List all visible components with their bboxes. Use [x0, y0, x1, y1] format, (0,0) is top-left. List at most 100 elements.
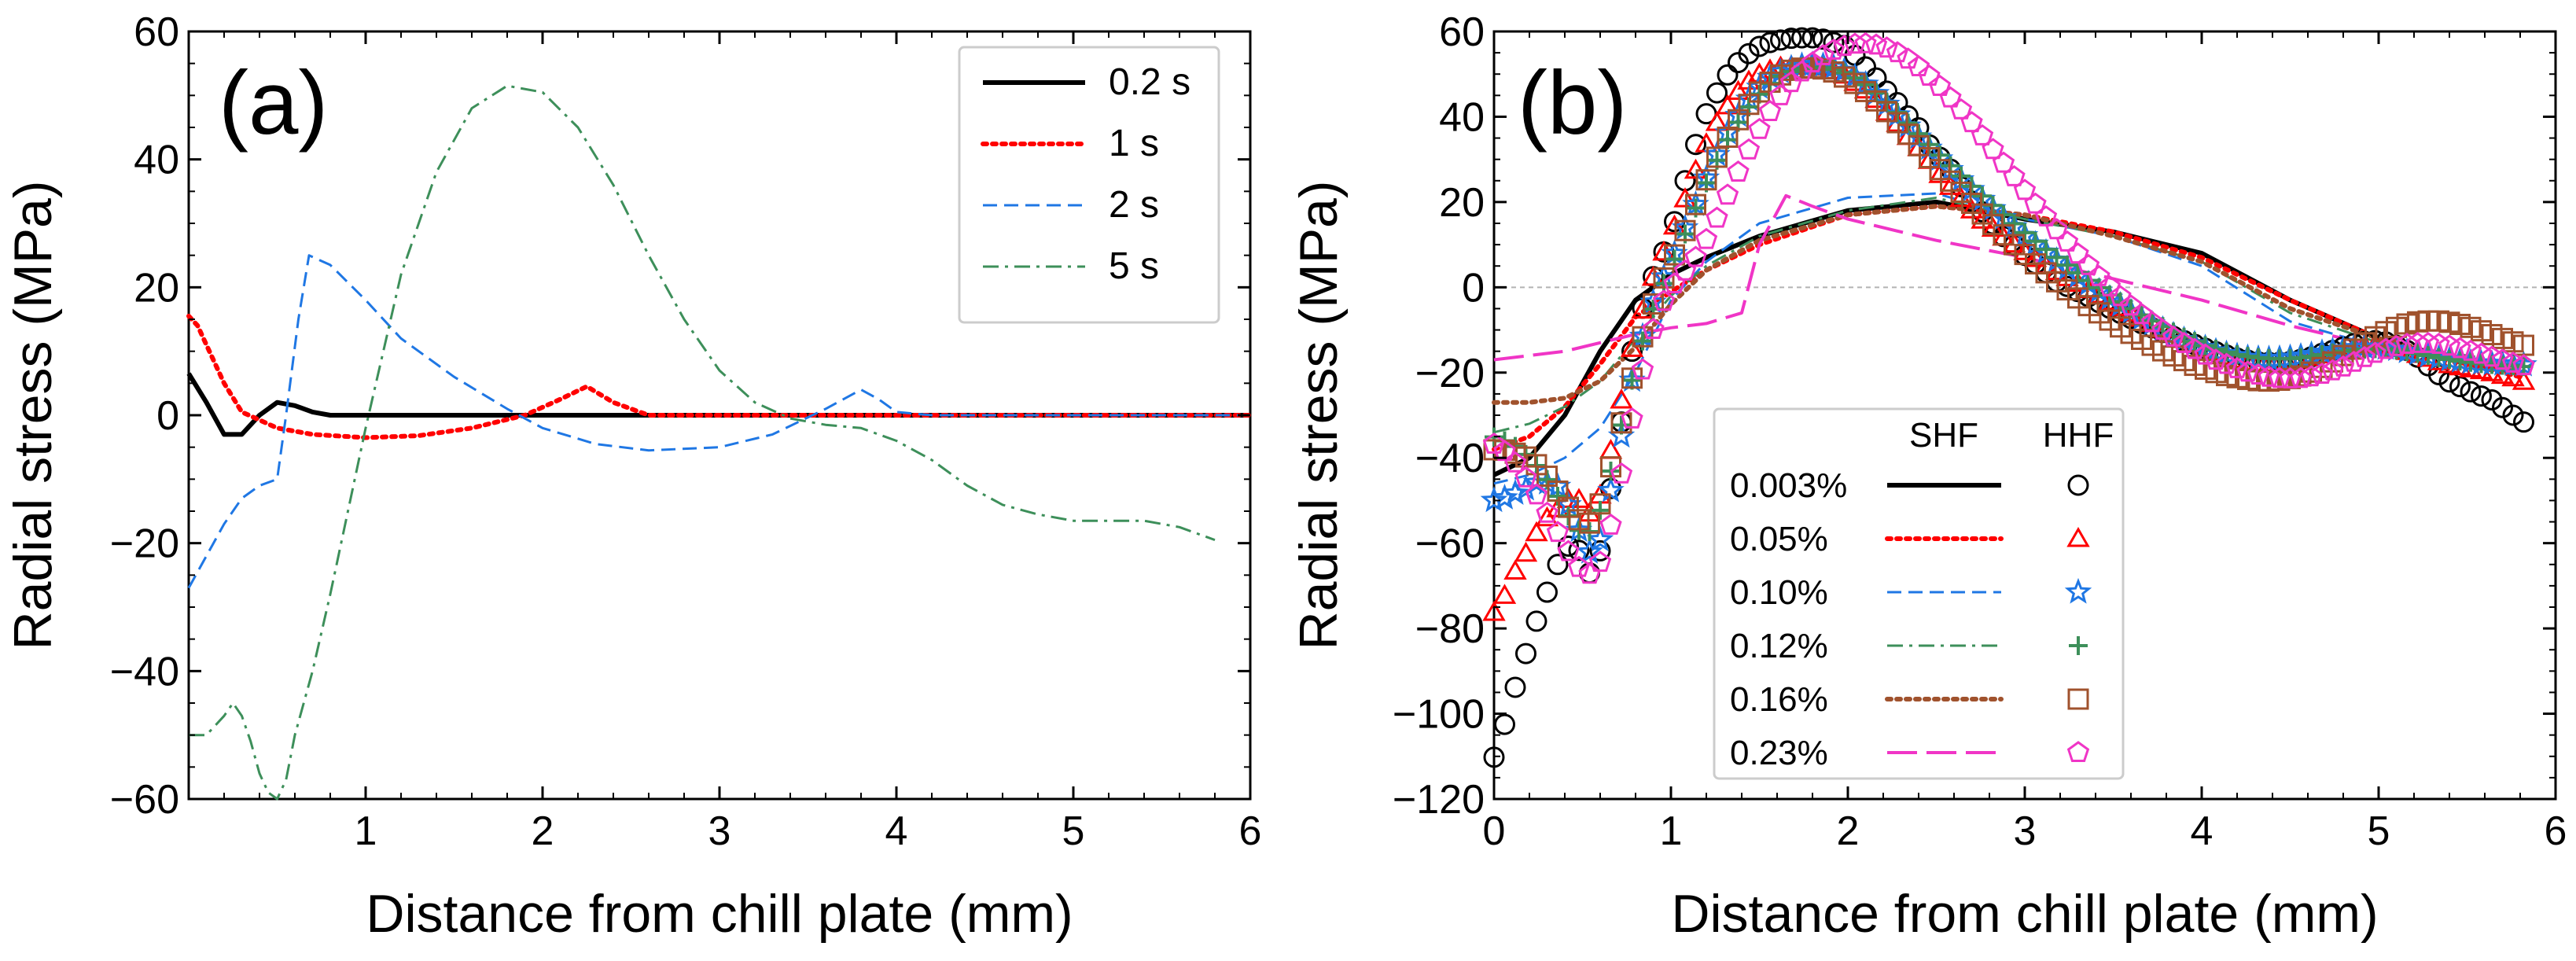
- hhf-marker-0.003%: [1791, 27, 1812, 49]
- hhf-marker-0.23%: [1748, 117, 1771, 139]
- hhf-marker-0.23%: [2395, 333, 2419, 354]
- legend-header-shf: SHF: [1909, 416, 1978, 455]
- hhf-marker-0.23%: [2268, 366, 2291, 388]
- legend-label-a: 0.2 s: [1109, 61, 1190, 103]
- hhf-marker-0.23%: [1822, 39, 1846, 60]
- hhf-marker-0.23%: [1642, 318, 1665, 339]
- hhf-marker-0.05%: [1482, 600, 1506, 621]
- hhf-marker-0.23%: [1588, 550, 1612, 573]
- hhf-marker-0.003%: [1558, 535, 1579, 557]
- hhf-marker-0.23%: [2279, 367, 2302, 388]
- x-tick-label-b: 2: [1837, 808, 1860, 854]
- hhf-marker-0.23%: [2501, 351, 2525, 373]
- legend-a: 0.2 s 1 s 2 s 5 s: [958, 46, 1220, 324]
- hhf-marker-0.003%: [2492, 396, 2513, 418]
- hhf-marker-0.23%: [1546, 521, 1570, 543]
- hhf-marker-0.23%: [1684, 245, 1707, 267]
- hhf-marker-0.16%: [1695, 169, 1717, 191]
- hhf-marker-0.16%: [1653, 267, 1675, 289]
- panel-a: −60 −40 −20 0 20 40 60 1 2 3 4 5 6 (a) Distance fro…: [3, 9, 1261, 944]
- hhf-marker-0.23%: [1801, 51, 1824, 73]
- hhf-marker-0.12%: [2429, 348, 2449, 367]
- y-ticks-a: −60 −40 −20 0 20 40 60: [110, 9, 1250, 823]
- x-tick-label-a: 4: [885, 808, 908, 854]
- hhf-marker-0.23%: [2353, 345, 2376, 367]
- hhf-marker-0.05%: [1492, 584, 1517, 604]
- hhf-marker-0.003%: [1759, 31, 1781, 53]
- x-tick-label-b: 0: [1483, 808, 1506, 854]
- hhf-marker-0.23%: [1971, 123, 1994, 145]
- hhf-marker-0.23%: [1992, 151, 2015, 173]
- hhf-marker-0.12%: [2386, 341, 2406, 360]
- hhf-marker-0.05%: [2512, 370, 2536, 390]
- hhf-marker-0.05%: [1620, 337, 1644, 357]
- hhf-marker-0.003%: [1706, 82, 1728, 104]
- series-lines-a: [186, 84, 1253, 801]
- hhf-marker-0.23%: [1514, 466, 1537, 488]
- hhf-marker-0.23%: [2109, 285, 2132, 307]
- hhf-marker-0.23%: [2427, 333, 2450, 354]
- hhf-marker-0.23%: [2088, 264, 2110, 286]
- hhf-marker-0.23%: [1482, 433, 1506, 454]
- hhf-marker-0.003%: [1525, 610, 1547, 632]
- x-tick-label-a: 6: [1239, 808, 1262, 854]
- hhf-marker-0.003%: [1749, 35, 1770, 57]
- hhf-marker-0.16%: [1664, 244, 1685, 266]
- hhf-marker-0.003%: [1780, 28, 1802, 50]
- hhf-marker-0.23%: [1621, 407, 1643, 429]
- y-tick-label-b: 0: [1462, 265, 1485, 311]
- hhf-marker-0.23%: [2258, 365, 2280, 387]
- panel-label-b: (b): [1518, 53, 1627, 153]
- hhf-marker-0.23%: [2374, 337, 2398, 359]
- legend-b: SHF HHF 0.003% 0.05% 0.10% 0.12% 0.16% 0.23%: [1713, 407, 2125, 780]
- hhf-marker-0.23%: [2342, 350, 2365, 372]
- hhf-marker-0.23%: [1949, 98, 1973, 120]
- panel-label-a: (a): [219, 53, 328, 153]
- hhf-marker-0.12%: [2089, 278, 2109, 297]
- hhf-marker-0.23%: [2162, 325, 2185, 347]
- series-line-2s: [187, 254, 1250, 589]
- x-ticks-b: 0 1 2 3 4 5 6: [1483, 31, 2567, 854]
- series-lines-b: [1492, 192, 2523, 485]
- legend-label-b: 0.10%: [1730, 573, 1828, 612]
- hhf-marker-0.23%: [1536, 501, 1558, 523]
- y-tick-label-b: 20: [1439, 180, 1485, 226]
- hhf-marker-0.16%: [1674, 219, 1696, 241]
- legend-frame-b: [1713, 407, 2125, 780]
- series-line-5s: [189, 84, 1216, 801]
- hhf-marker-0.23%: [1631, 358, 1654, 380]
- hhf-marker-0.003%: [1801, 27, 1823, 49]
- hhf-marker-0.23%: [2321, 359, 2344, 381]
- legend-header-hhf: HHF: [2043, 416, 2114, 455]
- hhf-marker-0.003%: [1568, 539, 1590, 562]
- hhf-marker-0.23%: [2385, 334, 2408, 356]
- legend-marker-b: [2066, 526, 2090, 547]
- hhf-marker-0.23%: [1716, 183, 1739, 205]
- hhf-marker-0.003%: [2471, 385, 2492, 407]
- legend-frame-a: [958, 46, 1220, 324]
- legend-label-b: 0.003%: [1730, 466, 1847, 505]
- hhf-marker-0.23%: [1907, 55, 1930, 76]
- hhf-marker-0.003%: [1483, 746, 1505, 768]
- legend-label-a: 2 s: [1109, 184, 1159, 226]
- y-tick-label-a: −20: [110, 521, 179, 567]
- hhf-marker-0.16%: [1589, 493, 1611, 515]
- hhf-marker-0.003%: [1494, 713, 1515, 735]
- hhf-marker-0.10%: [1491, 484, 1518, 510]
- hhf-marker-0.23%: [2140, 311, 2164, 333]
- x-tick-label-a: 1: [355, 808, 377, 854]
- x-tick-label-a: 5: [1062, 808, 1085, 854]
- hhf-marker-0.23%: [1557, 539, 1580, 562]
- x-tick-label-a: 3: [708, 808, 731, 854]
- hhf-marker-0.23%: [1758, 100, 1782, 121]
- hhf-marker-0.23%: [2310, 363, 2334, 384]
- hhf-marker-0.003%: [1685, 134, 1706, 156]
- hhf-marker-0.05%: [2501, 366, 2525, 387]
- hhf-marker-0.23%: [1790, 60, 1813, 82]
- hhf-marker-0.23%: [1737, 138, 1761, 160]
- hhf-marker-0.16%: [1610, 412, 1632, 434]
- hhf-marker-0.003%: [1717, 64, 1739, 86]
- hhf-marker-0.23%: [1695, 227, 1718, 249]
- hhf-marker-0.05%: [1514, 541, 1538, 562]
